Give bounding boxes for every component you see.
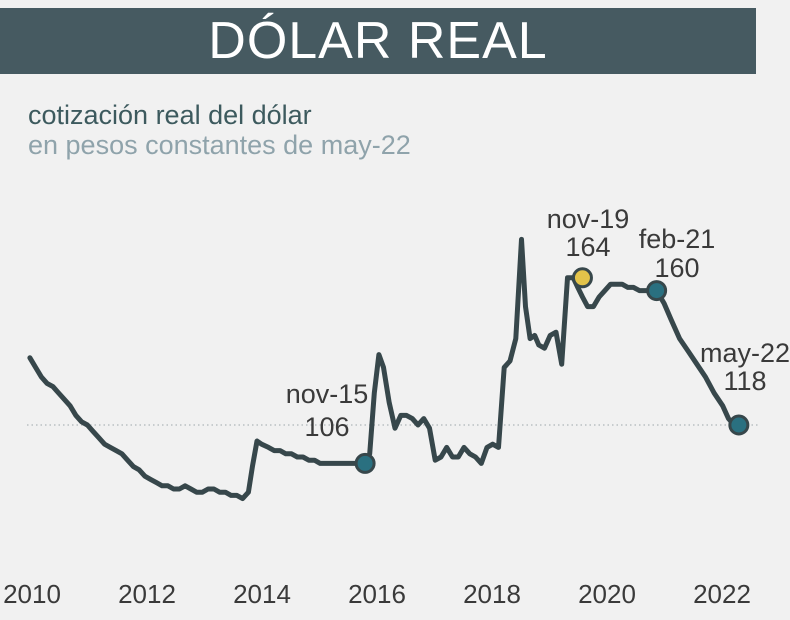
highlight-point-nov-19 xyxy=(571,267,593,289)
highlight-point-may-22 xyxy=(728,414,750,436)
highlight-date-label: nov-19 xyxy=(547,204,630,234)
highlight-date-label: may-22 xyxy=(700,338,790,368)
chart-units-note: en pesos constantes de may-22 xyxy=(28,130,411,160)
highlight-date-label: feb-21 xyxy=(639,224,716,254)
x-tick-label: 2018 xyxy=(463,579,521,609)
highlight-date-label: nov-15 xyxy=(286,379,369,409)
highlight-value-label: 160 xyxy=(654,253,699,283)
highlight-points xyxy=(354,267,750,474)
chart-title-banner: DÓLAR REAL xyxy=(0,8,756,74)
x-tick-label: 2010 xyxy=(3,579,61,609)
x-tick-label: 2020 xyxy=(578,579,636,609)
x-tick-label: 2016 xyxy=(348,579,406,609)
highlight-point-nov-15 xyxy=(354,452,376,474)
x-tick-label: 2022 xyxy=(693,579,751,609)
highlight-value-label: 164 xyxy=(565,232,610,262)
chart-title: DÓLAR REAL xyxy=(208,12,548,70)
highlight-value-label: 106 xyxy=(304,412,349,442)
highlight-point-feb-21 xyxy=(646,280,668,302)
chart-subtitle: cotización real del dólar xyxy=(28,100,312,130)
x-tick-label: 2014 xyxy=(233,579,291,609)
highlight-value-label: 118 xyxy=(723,366,766,396)
series-line xyxy=(27,236,742,502)
x-tick-label: 2012 xyxy=(118,579,176,609)
x-axis: 2010 2012 2014 2016 2018 2020 2022 xyxy=(3,579,751,609)
